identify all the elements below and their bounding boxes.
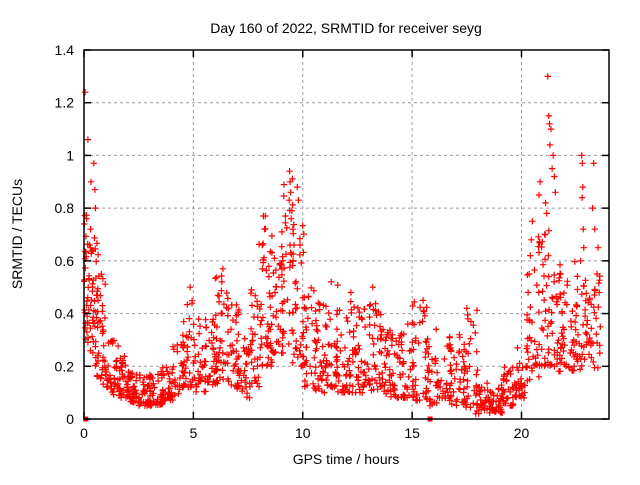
y-tick-label: 0.8 [55,200,75,216]
y-tick-label: 0.2 [55,358,75,374]
x-tick-label: 20 [514,425,530,441]
tick-labels: 0 5 10 15 20 0 0.2 0.4 0.6 0.8 1 1.2 1.4 [55,42,530,441]
y-tick-label: 0.6 [55,253,75,269]
x-tick-label: 5 [189,425,197,441]
x-tick-label: 0 [80,425,88,441]
chart-title: Day 160 of 2022, SRMTID for receiver sey… [210,20,482,36]
y-tick-label: 0 [66,411,74,427]
y-tick-label: 0.4 [55,306,75,322]
grid-lines [83,49,609,420]
x-tick-label: 15 [404,425,420,441]
x-tick-label: 10 [295,425,311,441]
plot-frame [83,49,610,420]
x-axis-label: GPS time / hours [293,451,400,467]
y-tick-label: 1.2 [55,95,75,111]
y-tick-label: 1.4 [55,42,75,58]
y-axis-label: SRMTID / TECUs [9,179,25,289]
scatter-plus-markers [80,73,604,417]
data-points [80,73,604,422]
plot-border [83,49,610,420]
y-tick-label: 1 [66,147,74,163]
